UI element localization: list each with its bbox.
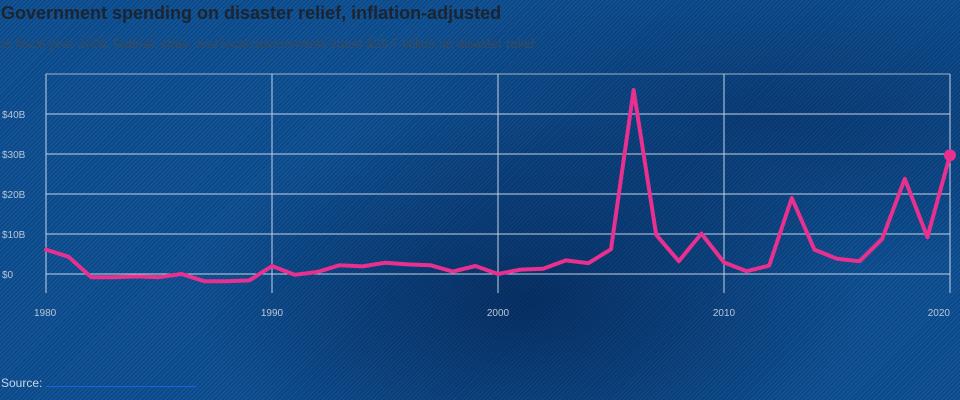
y-tick-label: $40B (2, 110, 26, 121)
y-tick-label: $20B (2, 190, 26, 201)
y-tick-label: $30B (2, 150, 26, 161)
grid (45, 73, 951, 293)
x-tick-label: 2020 (928, 308, 951, 319)
y-axis-ticks: $0 $10B $20B $30B $40B (2, 110, 26, 281)
chart-subtitle: In fiscal year 2020, federal, state, and… (1, 36, 535, 51)
x-tick-label: 2010 (713, 308, 736, 319)
source-label: Source: (1, 376, 43, 390)
chart-title: Government spending on disaster relief, … (1, 3, 502, 23)
y-tick-label: $0 (2, 270, 14, 281)
x-tick-label: 2000 (487, 308, 510, 319)
series-layer (44, 88, 956, 284)
x-tick-label: 1990 (261, 308, 284, 319)
series-line (44, 88, 952, 284)
x-tick-label: 1980 (34, 308, 57, 319)
source-note: Source: (1, 376, 197, 390)
source-link[interactable] (46, 378, 197, 387)
series-end-point[interactable] (944, 149, 956, 162)
y-tick-label: $10B (2, 230, 26, 241)
x-axis-ticks: 1980 1990 2000 2010 2020 (34, 308, 950, 319)
